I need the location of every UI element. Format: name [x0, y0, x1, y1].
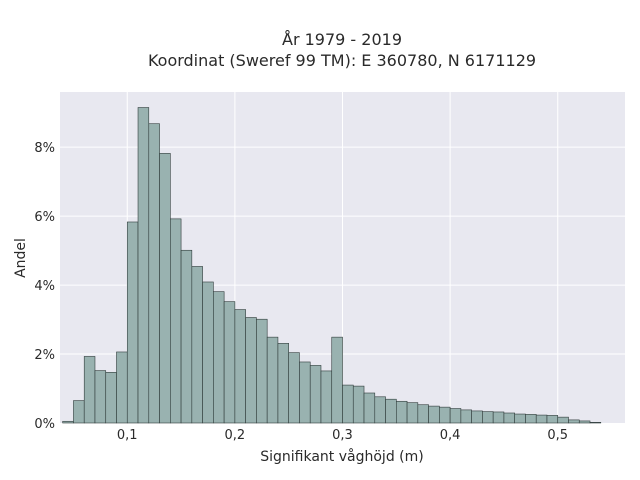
histogram-bar	[277, 343, 289, 424]
histogram-bar	[568, 419, 580, 424]
histogram-bar	[234, 309, 246, 424]
y-axis-ticks: 0% 2% 4% 6% 8%	[34, 141, 55, 432]
x-tick-label: 0,3	[332, 428, 353, 443]
histogram-bar	[385, 398, 397, 424]
histogram-bar	[180, 249, 193, 424]
histogram-bar	[299, 361, 311, 424]
chart-title: År 1979 - 2019	[282, 30, 402, 49]
y-tick-label: 0%	[34, 417, 55, 432]
histogram-bar	[449, 408, 462, 424]
histogram-bar	[460, 409, 472, 424]
x-tick-label: 0,2	[225, 428, 246, 443]
y-tick-label: 8%	[34, 141, 55, 156]
histogram-bar	[137, 107, 150, 424]
histogram-bar	[288, 352, 300, 424]
histogram-bar	[309, 365, 322, 424]
histogram-bar	[62, 420, 74, 424]
histogram-bar	[245, 317, 257, 424]
histogram-bar	[83, 356, 96, 424]
histogram-bar	[557, 416, 569, 424]
histogram-bar	[352, 385, 365, 424]
x-tick-label: 0,1	[117, 428, 138, 443]
histogram-bar	[331, 336, 343, 424]
y-tick-label: 4%	[34, 279, 55, 294]
histogram-bar	[578, 420, 591, 424]
bars	[62, 107, 602, 424]
histogram-bar	[256, 318, 268, 424]
histogram-bar	[223, 301, 236, 424]
histogram-bar	[363, 392, 376, 424]
y-axis-label: Andel	[13, 238, 29, 278]
chart-subtitle: Koordinat (Sweref 99 TM): E 360780, N 61…	[148, 51, 536, 70]
histogram-bar	[105, 372, 117, 424]
histogram-bar	[202, 281, 214, 424]
histogram-bar	[396, 400, 408, 424]
histogram-bar	[439, 406, 451, 424]
histogram-bar	[320, 370, 333, 424]
histogram-bar	[417, 404, 429, 424]
x-axis-label: Signifikant våghöjd (m)	[260, 448, 423, 465]
histogram-bar	[191, 266, 203, 424]
x-tick-label: 0,5	[547, 428, 568, 443]
histogram-bar	[428, 405, 440, 424]
histogram-bar	[266, 336, 279, 424]
histogram-bar	[73, 400, 85, 424]
histogram-bar	[406, 402, 419, 424]
histogram-bar	[159, 153, 171, 424]
x-axis-ticks: 0,1 0,2 0,3 0,4 0,5	[117, 428, 568, 443]
histogram-bar	[116, 351, 128, 424]
histogram-bar	[342, 384, 354, 424]
histogram-bar	[492, 411, 505, 424]
histogram-bar	[170, 218, 182, 424]
histogram-bar	[535, 414, 548, 424]
histogram-bar	[525, 414, 537, 424]
histogram-bar	[148, 123, 160, 424]
histogram-bar	[126, 221, 139, 424]
y-tick-label: 6%	[34, 210, 55, 225]
histogram-bar	[514, 413, 526, 424]
histogram-bar	[374, 396, 386, 424]
histogram-bar	[503, 412, 515, 424]
histogram-bar	[546, 415, 559, 424]
x-tick-label: 0,4	[440, 428, 461, 443]
histogram-bar	[589, 422, 602, 424]
histogram-bar	[482, 411, 494, 424]
histogram-bar	[471, 410, 483, 424]
histogram-bar	[213, 291, 225, 424]
histogram-bar	[94, 370, 107, 424]
y-tick-label: 2%	[34, 348, 55, 363]
